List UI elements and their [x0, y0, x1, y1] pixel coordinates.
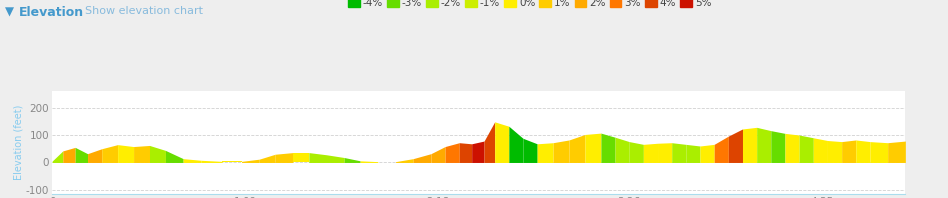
Y-axis label: Elevation (feet): Elevation (feet)	[13, 105, 23, 180]
Text: Show elevation chart: Show elevation chart	[85, 6, 203, 16]
Text: ▼: ▼	[5, 6, 13, 19]
Legend: -4%, -3%, -2%, -1%, 0%, 1%, 2%, 3%, 4%, 5%: -4%, -3%, -2%, -1%, 0%, 1%, 2%, 3%, 4%, …	[348, 0, 712, 9]
Text: Elevation: Elevation	[19, 6, 84, 19]
